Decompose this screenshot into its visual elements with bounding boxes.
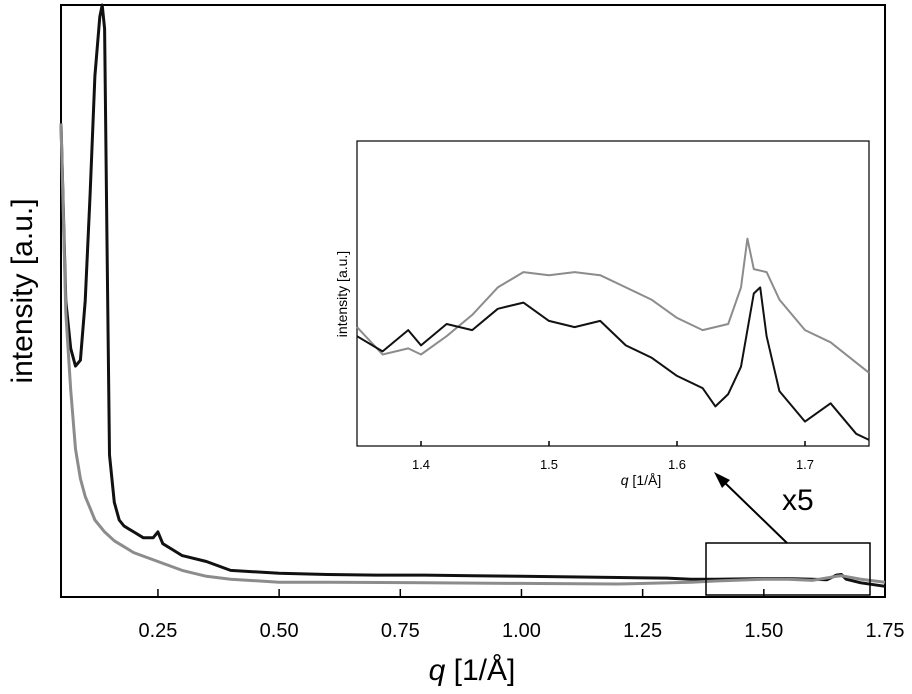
magnification-annotation: x5	[782, 484, 814, 517]
inset-x-axis-label-symbol: q	[621, 472, 629, 488]
inset-y-axis-label: intensity [a.u.]	[334, 251, 350, 337]
zoom-arrow-head-icon	[714, 472, 730, 488]
main-series-line-2	[59, 123, 886, 586]
main-x-tick-label: 1.50	[744, 620, 783, 642]
main-x-tick-label: 0.75	[381, 620, 420, 642]
inset-series-line-1	[356, 237, 870, 374]
zoom-arrow	[721, 479, 788, 544]
inset-series-group	[356, 237, 870, 441]
main-x-axis-label-symbol: q	[429, 654, 446, 687]
inset-series-line-2	[356, 286, 870, 441]
main-x-tick-label: 1.75	[866, 620, 905, 642]
main-series-group	[59, 3, 886, 588]
main-y-axis-label: intensity [a.u.]	[6, 198, 39, 383]
inset-x-tick-label: 1.5	[540, 457, 558, 472]
main-x-tick-label: 1.00	[502, 620, 541, 642]
inset-x-axis-label-unit: [1/Å]	[629, 472, 662, 488]
main-x-tick-label: 0.25	[138, 620, 177, 642]
main-x-axis-label: q [1/Å]	[429, 654, 516, 687]
main-x-axis-label-unit: [1/Å]	[445, 654, 515, 687]
inset-plot-frame	[356, 140, 870, 447]
inset-chart: 1.4 1.5 1.6 1.7 intensity [a.u.] q [1/Å]	[334, 140, 870, 488]
inset-x-axis-label: q [1/Å]	[621, 472, 661, 488]
main-x-tick-label: 1.25	[623, 620, 662, 642]
main-x-tick-label: 0.50	[260, 620, 299, 642]
inset-x-tick-label: 1.7	[796, 457, 814, 472]
inset-x-tick-label: 1.6	[668, 457, 686, 472]
inset-x-ticks: 1.4 1.5 1.6 1.7	[412, 441, 814, 472]
main-x-ticks: 0.25 0.50 0.75 1.00 1.25 1.50 1.75	[138, 589, 904, 642]
inset-x-tick-label: 1.4	[412, 457, 430, 472]
zoom-region-box	[705, 542, 871, 596]
